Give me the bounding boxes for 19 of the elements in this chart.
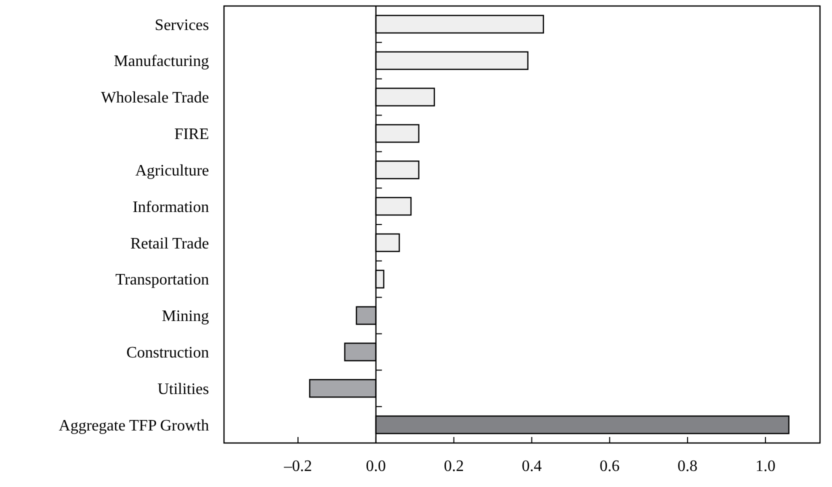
y-tick-label: Mining — [162, 308, 209, 326]
x-tick-label: –0.2 — [283, 458, 312, 475]
x-tick-label: 0.0 — [366, 458, 386, 475]
y-tick-label: Utilities — [157, 380, 209, 398]
x-tick-label: 0.8 — [678, 458, 698, 475]
y-tick-label: Services — [154, 16, 209, 34]
y-tick-label: Wholesale Trade — [101, 90, 209, 107]
x-tick-label: 0.2 — [444, 458, 464, 475]
y-tick-label: Aggregate TFP Growth — [58, 417, 209, 434]
y-tick-label: Information — [132, 198, 209, 216]
y-tick-label: Agriculture — [135, 162, 209, 180]
y-tick-label: Transportation — [115, 272, 209, 289]
x-tick-label: 0.4 — [522, 458, 542, 475]
x-tick-label: 1.0 — [755, 458, 776, 475]
y-tick-label: FIRE — [174, 126, 209, 144]
y-tick-label: Manufacturing — [114, 53, 209, 70]
y-tick-label: Retail Trade — [130, 235, 209, 252]
y-tick-label: Construction — [126, 344, 209, 362]
x-tick-label: 0.6 — [600, 458, 620, 475]
